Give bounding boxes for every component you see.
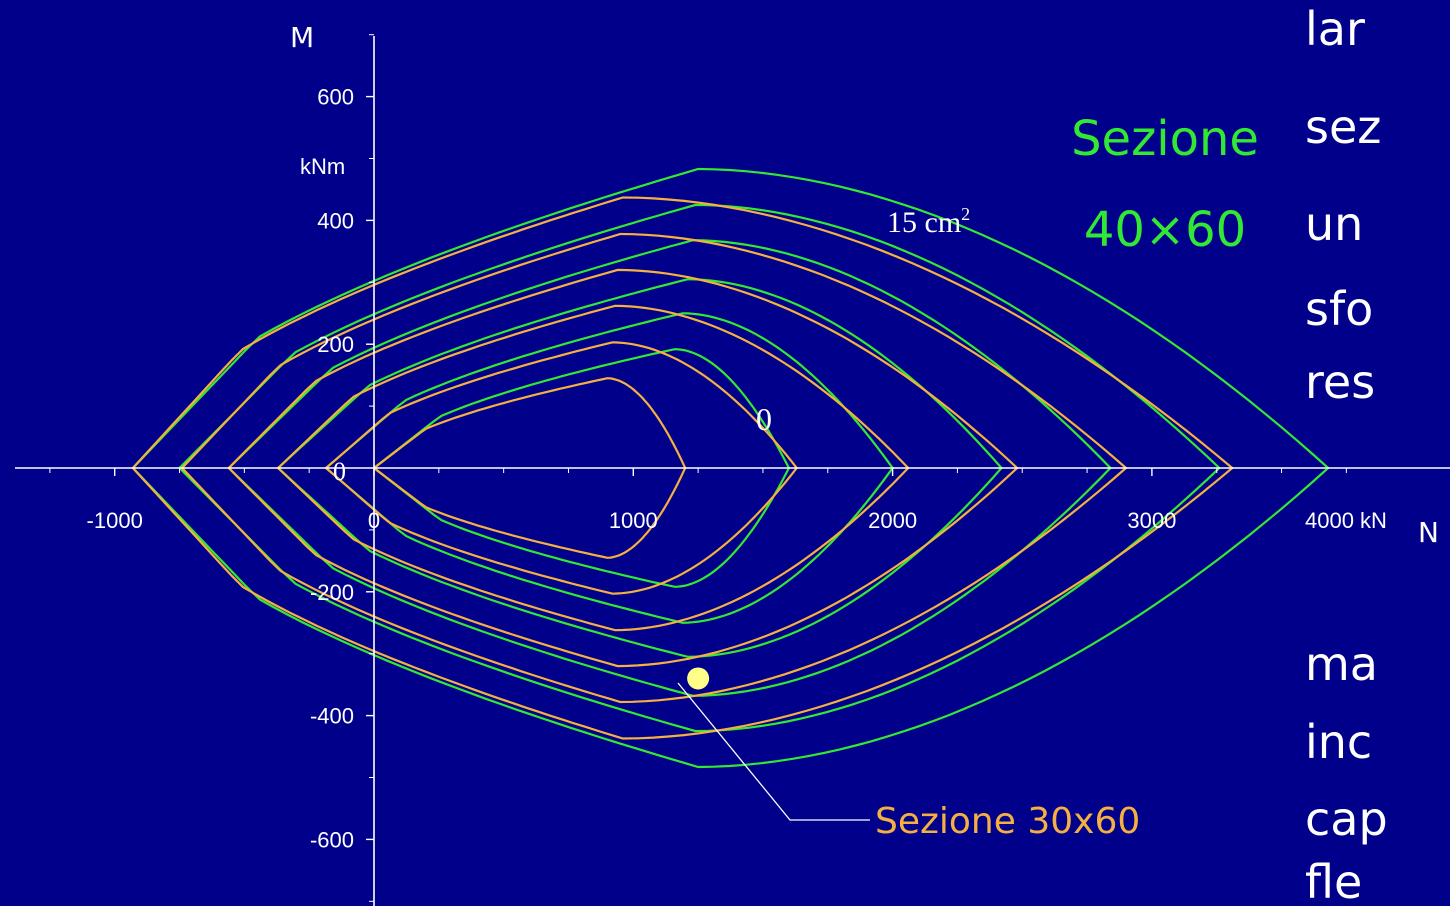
max-area-annotation: 15 cm2 <box>887 204 970 239</box>
side-text-line-2: sez <box>1305 100 1381 154</box>
section-40x60-label-line1: Sezione <box>1071 111 1259 167</box>
y-tick-label: -400 <box>310 704 354 729</box>
side-text-line-6: ma <box>1305 637 1378 691</box>
side-text-line-8: cap <box>1305 792 1388 846</box>
y-unit-label: kNm <box>300 154 345 179</box>
section-30x60-label: Sezione 30x60 <box>875 801 1140 842</box>
zero-area-annotation-upper: 0 <box>756 401 772 437</box>
x-tick-label: 1000 <box>609 508 658 533</box>
x-tick-label: -1000 <box>87 508 143 533</box>
y-tick-label: 600 <box>317 85 354 110</box>
side-text-line-9: fle <box>1305 855 1362 906</box>
y-tick-label: 200 <box>317 332 354 357</box>
x-axis-title: N <box>1418 516 1439 549</box>
y-tick-label: -200 <box>310 580 354 605</box>
x-tick-label: 2000 <box>868 508 917 533</box>
zero-area-annotation-axis: 0 <box>333 457 346 486</box>
side-text-line-4: sfo <box>1305 282 1373 336</box>
leader-line <box>677 682 870 821</box>
section-40x60-label-line2: 40×60 <box>1084 202 1246 258</box>
x-unit-label: 4000 kN <box>1305 508 1387 533</box>
x-tick-label: 3000 <box>1127 508 1176 533</box>
x-tick-label: 0 <box>368 508 380 533</box>
side-text-line-5: res <box>1305 355 1375 409</box>
highlight-point-marker <box>687 667 710 690</box>
y-tick-label: 400 <box>317 208 354 233</box>
y-axis-title: M <box>290 21 314 54</box>
side-text-line-1: lar <box>1305 2 1365 56</box>
side-text-line-7: inc <box>1305 715 1372 769</box>
side-text-line-3: un <box>1305 197 1363 251</box>
y-tick-label: -600 <box>310 827 354 852</box>
